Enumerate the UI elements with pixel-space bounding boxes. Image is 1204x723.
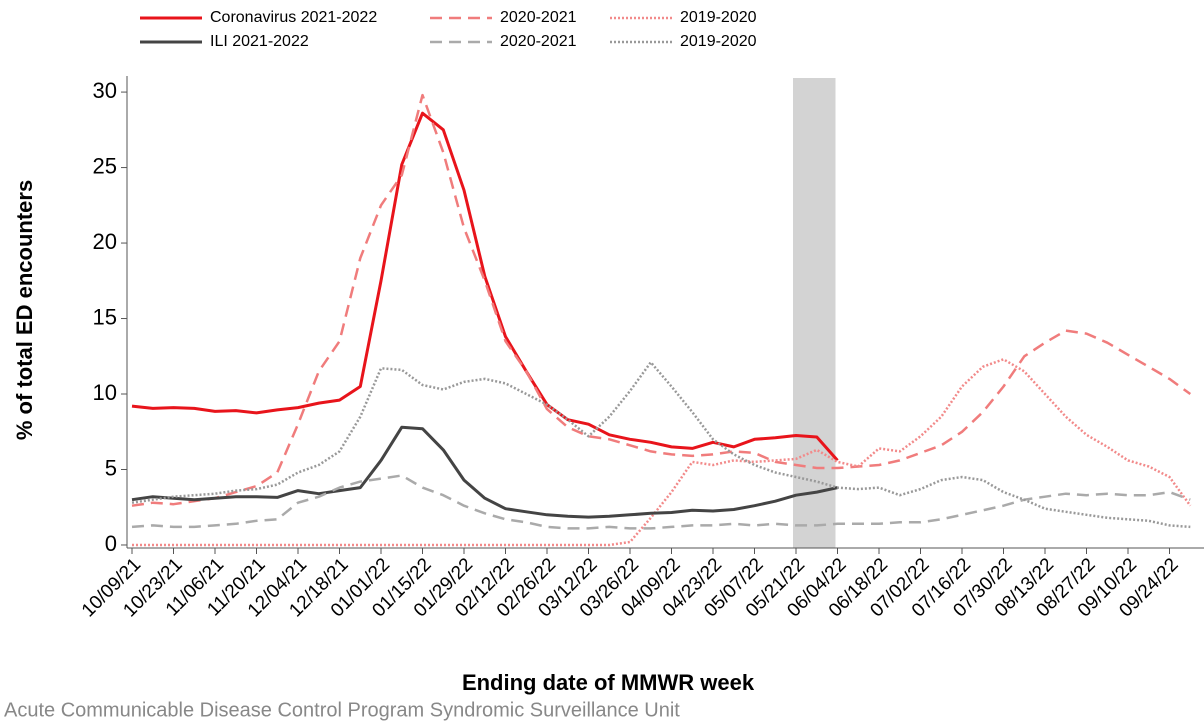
legend-label: Coronavirus 2021-2022 — [210, 9, 377, 26]
y-tick-label: 5 — [105, 455, 117, 480]
y-tick-label: 15 — [93, 304, 117, 329]
shaded-region — [793, 78, 836, 548]
series-line — [131, 93, 1192, 507]
y-tick-label: 20 — [93, 229, 117, 254]
y-tick-label: 25 — [93, 153, 117, 178]
y-tick-label: 30 — [93, 78, 117, 103]
legend-label: ILI 2021-2022 — [210, 33, 309, 50]
series-line — [131, 111, 839, 462]
series-line — [131, 361, 1191, 529]
y-tick-label: 10 — [93, 380, 117, 405]
series-line — [131, 425, 838, 519]
legend-label: 2019-2020 — [680, 33, 757, 50]
legend-label: 2019-2020 — [680, 9, 757, 26]
y-axis-label: % of total ED encounters — [12, 180, 37, 440]
source-note: Acute Communicable Disease Control Progr… — [4, 699, 680, 721]
y-tick-label: 0 — [105, 531, 117, 556]
x-axis-label: Ending date of MMWR week — [462, 670, 755, 695]
legend-label: 2020-2021 — [500, 9, 577, 26]
legend-label: 2020-2021 — [500, 33, 577, 50]
series-line — [132, 358, 1192, 547]
